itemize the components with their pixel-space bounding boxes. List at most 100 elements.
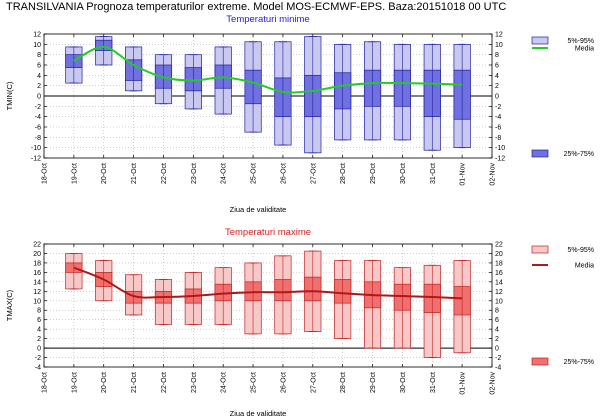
- y-tick-label-left: 4: [37, 73, 41, 80]
- box-24-Oct: [214, 46, 232, 115]
- mean-line: [73, 266, 463, 300]
- y-tick-label-left: -8: [35, 135, 41, 142]
- box-27-Oct: [304, 36, 322, 154]
- box-30-Oct: [393, 43, 411, 141]
- y-tick-label-right: -6: [495, 125, 501, 132]
- y-tick-label-left: -4: [35, 114, 41, 121]
- x-axis-label: Ziua de validitate: [230, 205, 287, 214]
- x-tick-label: 25-Oct: [251, 163, 258, 184]
- y-tick-label-right: 8: [495, 52, 499, 59]
- y-tick-label-left: 10: [33, 298, 41, 305]
- x-tick-label: 24-Oct: [221, 163, 228, 184]
- y-axis-label: TMAX(C): [5, 289, 14, 321]
- box-24-Oct: [214, 267, 232, 325]
- x-tick-label: 02-Nov: [490, 372, 497, 395]
- panel-title: Temperaturi maxime: [225, 227, 311, 238]
- x-tick-label: 19-Oct: [71, 163, 78, 184]
- box-23-Oct: [184, 54, 202, 110]
- box-30-Oct: [393, 267, 411, 349]
- x-tick-label: 19-Oct: [71, 372, 78, 393]
- y-tick-label-left: 14: [33, 279, 41, 286]
- x-tick-label: 30-Oct: [400, 163, 407, 184]
- y-tick-label-left: -2: [35, 104, 41, 111]
- chart-panel-max: Temperaturi maxime-4 -4-2 -20 02 24 46 68 810 10…: [5, 227, 594, 418]
- x-tick-label: 31-Oct: [430, 372, 437, 393]
- y-tick-label-right: 0: [495, 346, 499, 353]
- y-tick-label-left: -4: [35, 365, 41, 372]
- legend-swatch-iqr: [531, 357, 549, 366]
- legend-mean-label: Media: [575, 46, 594, 53]
- y-tick-label-right: 16: [495, 270, 503, 277]
- y-tick-label-right: 12: [495, 32, 503, 39]
- plot-frame: [43, 243, 493, 368]
- y-tick-label-left: 20: [33, 251, 41, 258]
- box-19-Oct: [65, 46, 83, 84]
- x-tick-label: 25-Oct: [251, 372, 258, 393]
- plot-frame: [43, 33, 493, 159]
- y-axis-label: TMIN(C): [5, 81, 14, 110]
- x-tick-label: 01-Nov: [460, 163, 467, 186]
- x-tick-label: 22-Oct: [161, 372, 168, 393]
- x-tick-label: 27-Oct: [310, 163, 317, 184]
- legend-iqr-label: 25%-75%: [564, 359, 594, 366]
- box-20-Oct: [95, 36, 113, 66]
- y-tick-label-left: 10: [33, 42, 41, 49]
- y-tick-label-right: 10: [495, 42, 503, 49]
- y-tick-label-right: 10: [495, 298, 503, 305]
- y-tick-label-right: 18: [495, 260, 503, 267]
- y-tick-label-right: 14: [495, 279, 503, 286]
- x-axis-label: Ziua de validitate: [230, 409, 287, 418]
- legend-range-label: 5%-95%: [568, 247, 594, 254]
- y-tick-label-right: 0: [495, 94, 499, 101]
- y-tick-label-right: -4: [495, 365, 501, 372]
- x-tick-label: 28-Oct: [340, 163, 347, 184]
- box-01-Nov: [453, 260, 471, 354]
- x-tick-label: 22-Oct: [161, 163, 168, 184]
- mean-line: [73, 45, 463, 94]
- x-tick-label: 29-Oct: [370, 163, 377, 184]
- y-tick-label-right: 4: [495, 327, 499, 334]
- box-22-Oct: [154, 54, 173, 105]
- legend: 5%-95% Media 25%-75%: [531, 245, 594, 366]
- y-tick-label-right: -2: [495, 355, 501, 362]
- x-tick-label: 26-Oct: [280, 163, 287, 184]
- y-tick-label-left: 18: [33, 260, 41, 267]
- y-tick-label-left: 8: [37, 52, 41, 59]
- y-tick-label-right: -12: [495, 156, 505, 163]
- y-tick-label-left: -6: [35, 125, 41, 132]
- x-tick-label: 20-Oct: [101, 372, 108, 393]
- panel-title: Temperaturi minime: [226, 14, 309, 25]
- y-tick-label-right: 8: [495, 308, 499, 315]
- legend-swatch-range: [531, 36, 549, 45]
- box-21-Oct: [125, 274, 143, 316]
- legend-swatch-range: [531, 245, 549, 254]
- y-tick-label-right: 12: [495, 289, 503, 296]
- box-29-Oct: [363, 260, 382, 349]
- x-tick-label: 23-Oct: [191, 163, 198, 184]
- x-tick-label: 18-Oct: [42, 163, 49, 184]
- y-tick-label-left: 6: [37, 63, 41, 70]
- box-31-Oct: [423, 264, 441, 358]
- x-tick-label: 26-Oct: [280, 372, 287, 393]
- x-tick-label: 01-Nov: [460, 372, 467, 395]
- x-tick-label: 31-Oct: [430, 163, 437, 184]
- box-26-Oct: [274, 41, 292, 146]
- x-tick-label: 21-Oct: [131, 372, 138, 393]
- legend-mean-label: Media: [575, 263, 594, 270]
- y-tick-label-left: 6: [37, 317, 41, 324]
- box-19-Oct: [65, 253, 83, 290]
- x-tick-label: 02-Nov: [490, 163, 497, 186]
- y-tick-label-left: 2: [37, 83, 41, 90]
- y-tick-label-left: 12: [33, 289, 41, 296]
- box-26-Oct: [274, 255, 292, 335]
- box-21-Oct: [125, 46, 143, 92]
- y-tick-label-right: -4: [495, 114, 501, 121]
- box-25-Oct: [244, 41, 262, 133]
- y-tick-label-right: -2: [495, 104, 501, 111]
- y-tick-label-left: 0: [37, 94, 41, 101]
- y-tick-label-right: 2: [495, 336, 499, 343]
- box-01-Nov: [453, 43, 471, 149]
- y-tick-label-right: 6: [495, 63, 499, 70]
